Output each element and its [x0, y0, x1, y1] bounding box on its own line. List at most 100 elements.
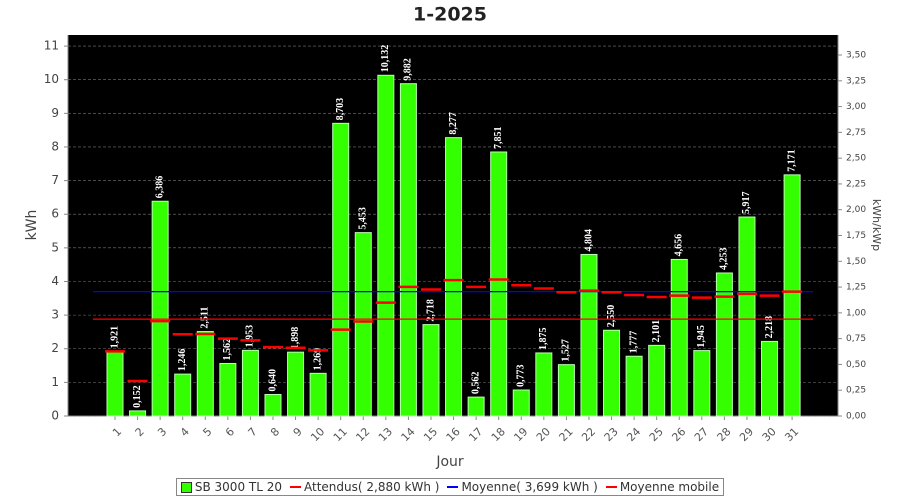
legend-swatch [180, 481, 192, 493]
bar [715, 272, 733, 417]
y2-axis-label: kWh/kWp [870, 199, 883, 251]
x-tick-label: 18 [489, 425, 508, 444]
legend-item: SB 3000 TL 20 [180, 480, 282, 494]
x-tick-label: 31 [782, 425, 801, 444]
y2-tick-label: 3,25 [846, 76, 866, 86]
y2-tick-label: 3,00 [846, 102, 866, 112]
data-label: 7,171 [786, 149, 797, 172]
x-tick-label: 8 [268, 425, 282, 439]
data-label: 2,218 [764, 316, 775, 339]
data-label: 4,656 [674, 234, 685, 257]
bar [151, 200, 169, 417]
legend-swatch [447, 486, 459, 488]
x-tick-label: 20 [534, 425, 553, 444]
bar [670, 258, 688, 417]
legend-label: Moyenne mobile [619, 480, 720, 494]
y2-tick-label: 3,50 [846, 51, 866, 61]
bar [603, 329, 621, 417]
bar [219, 362, 237, 417]
x-tick-label: 21 [557, 425, 576, 444]
x-tick-label: 9 [291, 425, 305, 439]
x-tick-label: 2 [133, 425, 147, 439]
bar [106, 350, 124, 417]
x-tick-label: 30 [760, 425, 779, 444]
data-label: 0,152 [132, 385, 143, 408]
bar [241, 349, 259, 417]
y2-tick-label: 2,25 [846, 179, 866, 189]
y2-tick-label: 0,00 [846, 412, 866, 422]
legend-label: Moyenne( 3,699 kWh ) [461, 480, 598, 494]
x-tick-label: 27 [692, 425, 711, 444]
bar [309, 372, 327, 417]
bar [512, 389, 530, 417]
y2-tick-label: 1,25 [846, 283, 866, 293]
bar [738, 216, 756, 417]
data-label: 9,882 [403, 58, 414, 81]
data-label: 2,101 [651, 320, 662, 343]
x-tick-label: 3 [155, 425, 169, 439]
bar [580, 253, 598, 417]
bar [625, 355, 643, 417]
y-tick-label: 9 [51, 106, 59, 120]
x-tick-label: 6 [223, 425, 237, 439]
legend-item: Attendus( 2,880 kWh ) [290, 480, 439, 494]
x-tick-label: 25 [647, 425, 666, 444]
y-tick-label: 8 [51, 139, 59, 153]
y2-tick-label: 0,50 [846, 360, 866, 370]
bar [129, 410, 147, 417]
y2-tick-label: 0,75 [846, 334, 866, 344]
y-tick-label: 7 [51, 173, 59, 187]
x-axis-label: Jour [435, 454, 464, 470]
legend-swatch [605, 486, 617, 488]
y-axis-label: kWh [24, 210, 40, 241]
x-tick-label: 26 [669, 425, 688, 444]
bar [648, 344, 666, 417]
legend-item: Moyenne mobile [605, 480, 720, 494]
bar [535, 352, 553, 417]
y2-tick-label: 2,50 [846, 154, 866, 164]
legend-label: Attendus( 2,880 kWh ) [304, 480, 440, 494]
data-label: 2,718 [425, 299, 436, 322]
x-tick-label: 16 [444, 425, 463, 444]
data-label: 1,898 [290, 327, 301, 350]
legend-swatch [290, 486, 301, 488]
legend-item: Moyenne( 3,699 kWh ) [447, 480, 598, 494]
x-tick-label: 1 [110, 425, 124, 439]
x-tick-label: 19 [511, 425, 530, 444]
y-tick-label: 1 [51, 375, 59, 389]
data-label: 1,777 [628, 331, 639, 354]
legend-box: SB 3000 TL 20 Attendus( 2,880 kWh ) Moyenn… [175, 478, 725, 496]
data-label: 1,246 [177, 349, 188, 372]
y-tick-label: 2 [51, 341, 59, 355]
data-label: 2,550 [606, 305, 617, 328]
x-tick-label: 15 [421, 425, 440, 444]
bar [332, 122, 350, 417]
x-tick-label: 7 [246, 425, 260, 439]
bar [287, 351, 305, 417]
bar [783, 174, 801, 417]
x-tick-label: 14 [399, 425, 418, 444]
x-tick-label: 23 [602, 425, 621, 444]
bar [399, 83, 417, 417]
bar [174, 373, 192, 417]
data-label: 0,640 [267, 369, 278, 392]
data-label: 10,132 [380, 45, 391, 73]
bar [196, 331, 214, 417]
data-label: 4,253 [719, 247, 730, 270]
x-tick-label: 29 [737, 425, 756, 444]
x-tick-label: 22 [579, 425, 598, 444]
y-tick-label: 0 [51, 409, 59, 423]
data-label: 1,527 [561, 339, 572, 362]
y2-tick-label: 1,50 [846, 257, 866, 267]
data-label: 7,851 [493, 126, 504, 149]
x-tick-label: 28 [715, 425, 734, 444]
data-label: 1,921 [109, 326, 120, 349]
y2-tick-label: 0,25 [846, 386, 866, 396]
x-tick-label: 12 [353, 425, 372, 444]
bar [557, 364, 575, 417]
data-label: 5,917 [741, 192, 752, 215]
x-tick-label: 13 [376, 425, 395, 444]
y-tick-label: 4 [51, 274, 59, 288]
